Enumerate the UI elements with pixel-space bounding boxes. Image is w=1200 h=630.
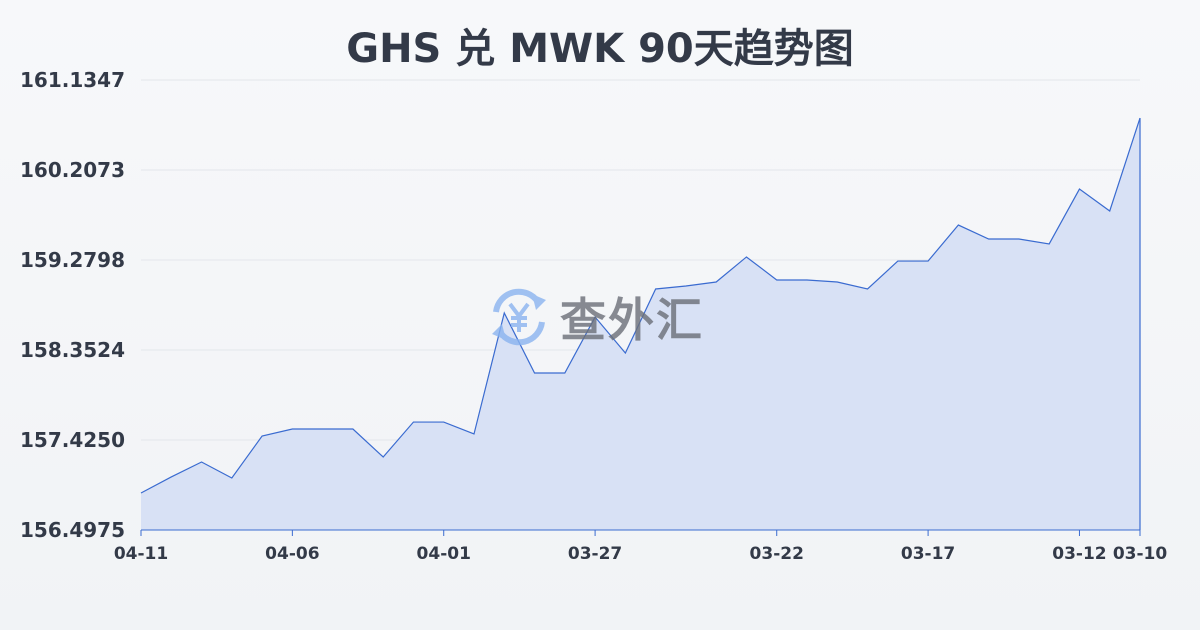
y-tick-label: 158.3524 (20, 338, 125, 362)
watermark: 查外汇 (488, 284, 704, 350)
x-tick-label: 03-27 (568, 544, 622, 564)
y-tick-label: 157.4250 (20, 428, 125, 452)
x-tick-label: 03-22 (750, 544, 804, 564)
y-tick-label: 156.4975 (20, 518, 125, 542)
x-tick-label: 03-10 (1113, 544, 1168, 564)
y-tick-label: 160.2073 (20, 158, 125, 182)
area-fill (141, 118, 1140, 531)
watermark-text: 查外汇 (560, 293, 704, 347)
yen-exchange-icon (492, 288, 546, 346)
x-tick-label: 03-17 (901, 544, 955, 564)
x-tick-label: 04-01 (417, 544, 471, 564)
x-tick-label: 04-06 (265, 544, 319, 564)
x-tick-label: 03-12 (1052, 544, 1106, 564)
y-tick-label: 159.2798 (20, 248, 125, 272)
y-tick-label: 161.1347 (20, 68, 125, 92)
series-line (140, 117, 1141, 494)
x-tick-label: 04-11 (114, 544, 168, 564)
chart-title: GHS 兑 MWK 90天趋势图 (346, 26, 854, 72)
